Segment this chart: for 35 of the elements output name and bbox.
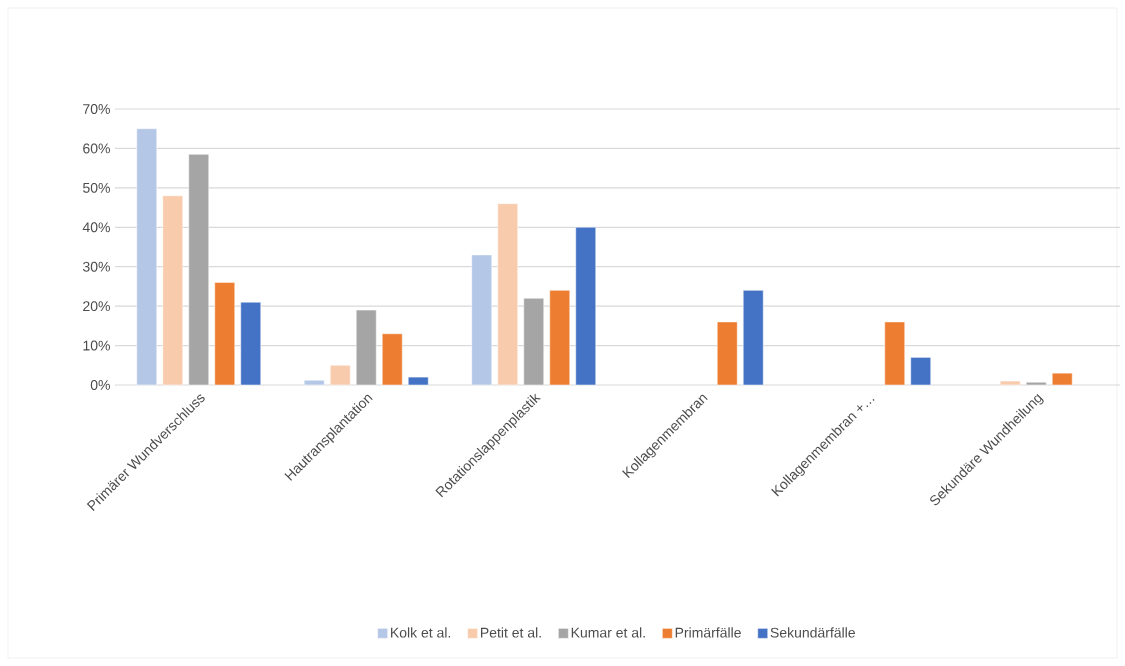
bar	[1025, 381, 1047, 386]
y-tick-label: 60%	[83, 143, 110, 154]
bar	[162, 195, 184, 386]
y-tick-label: 30%	[82, 261, 110, 272]
y-tick-label: 40%	[82, 222, 110, 233]
bar	[188, 154, 209, 386]
bar	[999, 380, 1021, 386]
legend-label: Petit et al.	[481, 627, 541, 638]
bar	[214, 282, 235, 386]
bar	[1051, 372, 1073, 386]
bar	[471, 254, 492, 386]
bar	[408, 376, 429, 386]
legend-label: Primärfälle	[675, 627, 741, 638]
y-tick-label: 50%	[83, 182, 110, 193]
bar	[575, 227, 596, 386]
bar	[330, 365, 351, 386]
bar	[356, 309, 377, 386]
legend-label: Kolk et al.	[391, 627, 451, 638]
bar	[304, 380, 325, 386]
y-tick-label: 20%	[83, 301, 110, 312]
bar	[497, 203, 518, 386]
bar	[136, 128, 158, 386]
y-tick-label: 0%	[90, 380, 110, 390]
bar	[382, 333, 403, 386]
bar	[716, 321, 738, 386]
bar	[742, 290, 764, 386]
bar	[523, 298, 544, 386]
bar	[910, 357, 931, 386]
y-tick-label: 70%	[83, 104, 110, 114]
legend-label: Kumar et al.	[571, 627, 645, 638]
bar	[884, 321, 905, 386]
y-tick-label: 10%	[83, 340, 110, 351]
bar	[549, 290, 570, 386]
legend-label: Sekundärfälle	[770, 627, 855, 638]
bar	[240, 301, 262, 386]
